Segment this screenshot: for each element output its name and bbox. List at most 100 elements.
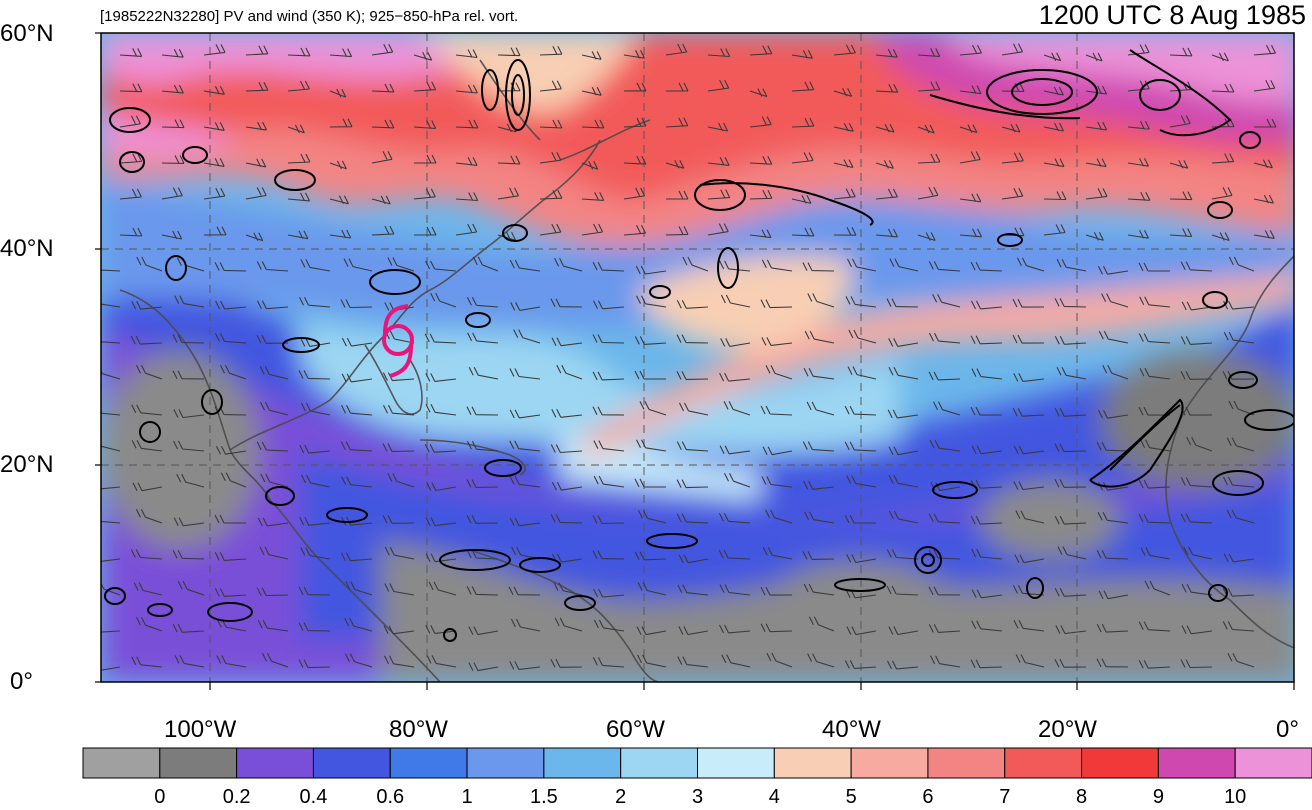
wind-barb	[341, 404, 373, 416]
wind-barb	[917, 187, 939, 200]
wind-barb	[554, 257, 583, 272]
wind-barb	[665, 43, 688, 56]
wind-barb	[959, 85, 982, 95]
wind-barb	[665, 159, 685, 169]
wind-barb	[172, 550, 205, 560]
wind-barb	[1013, 373, 1045, 382]
wind-barb	[928, 513, 961, 524]
wind-barb	[299, 296, 331, 308]
wind-barb	[509, 476, 541, 488]
wind-barb	[216, 655, 247, 668]
wind-barb	[1054, 658, 1087, 668]
lon-label-60w: 60°W	[606, 716, 665, 743]
wind-barb	[371, 83, 395, 93]
wind-barb	[257, 517, 289, 527]
wind-barb	[1223, 331, 1255, 344]
wind-barb	[1001, 187, 1024, 200]
wind-barb	[848, 329, 877, 344]
wind-barb	[1211, 153, 1235, 164]
wind-barb	[760, 586, 793, 596]
wind-barb	[760, 299, 793, 309]
colorbar-swatch-7	[620, 747, 698, 779]
wind-barb	[101, 303, 121, 308]
wind-barb	[959, 44, 982, 56]
wind-barb	[174, 295, 205, 308]
wind-barb	[329, 229, 352, 239]
wind-barb	[424, 443, 457, 453]
wind-barb	[466, 479, 499, 489]
wind-barb	[426, 482, 457, 492]
wind-barb	[101, 666, 121, 671]
wind-barb	[101, 412, 121, 416]
wind-barb	[791, 152, 814, 164]
wind-barb	[509, 368, 541, 380]
wind-barb	[682, 256, 709, 272]
wind-barb	[581, 192, 605, 201]
pv-warm-filament	[580, 271, 1294, 460]
wind-barb	[581, 119, 605, 129]
wind-barb	[300, 402, 331, 416]
wind-barb	[677, 656, 709, 668]
wind-barb	[637, 654, 667, 668]
wind-barbs	[101, 43, 1277, 672]
wind-barb	[413, 188, 436, 200]
wind-barb	[387, 473, 415, 488]
wind-barb	[593, 475, 625, 488]
colorbar-label-14: 10	[1224, 786, 1247, 808]
wind-barb	[468, 366, 499, 380]
wind-barb	[340, 552, 373, 562]
wind-barb	[928, 261, 961, 272]
wind-barb	[508, 586, 541, 596]
wind-barb	[539, 80, 562, 92]
wind-barb	[888, 626, 919, 636]
lon-label-100w: 100°W	[164, 716, 237, 743]
lat-label-0: 0°	[10, 668, 33, 695]
wind-barb	[256, 261, 289, 272]
wind-barb	[707, 79, 730, 92]
wind-barb	[203, 86, 225, 95]
wind-barb	[371, 119, 395, 129]
wind-barb	[425, 373, 457, 382]
wind-barb	[466, 586, 499, 596]
wind-barb	[678, 626, 709, 636]
wind-barb	[1054, 443, 1087, 453]
wind-barb	[1180, 371, 1213, 380]
wind-barb	[623, 155, 647, 165]
wind-barb	[257, 619, 289, 632]
lon-label-20w: 20°W	[1038, 716, 1097, 743]
wind-barb	[791, 81, 815, 92]
wind-barb	[287, 153, 311, 164]
wind-barb	[1013, 620, 1045, 632]
wind-barb	[762, 446, 793, 456]
wind-barb	[888, 338, 919, 347]
wind-barb	[1211, 83, 1235, 93]
wind-barb	[875, 83, 899, 93]
wind-barb	[804, 330, 835, 344]
wind-barb	[1096, 441, 1129, 452]
wind-barb	[101, 486, 121, 490]
colorbar-swatch-10	[850, 747, 929, 779]
wind-barb	[287, 80, 310, 92]
wind-barb	[888, 367, 919, 380]
wind-barb	[384, 546, 415, 560]
wind-barb	[383, 625, 415, 635]
wind-barb	[833, 122, 854, 132]
wind-barb	[833, 88, 853, 97]
colorbar-label-11: 7	[999, 786, 1011, 808]
colorbar-swatch-3	[312, 747, 391, 779]
wind-barb	[101, 582, 121, 596]
wind-barb	[634, 336, 667, 345]
wind-barb	[803, 481, 835, 490]
wind-barb	[593, 300, 625, 310]
wind-barb	[749, 88, 768, 98]
wind-barb	[260, 473, 289, 488]
wind-barb	[1144, 580, 1171, 596]
wind-barb	[1097, 512, 1129, 524]
wind-barb	[1085, 52, 1103, 62]
wind-barb	[719, 260, 751, 272]
wind-barb	[724, 472, 751, 488]
wind-barb	[1138, 479, 1171, 489]
colorbar-swatch-8	[697, 747, 775, 779]
wind-barb	[214, 262, 247, 272]
wind-barb	[554, 617, 583, 632]
